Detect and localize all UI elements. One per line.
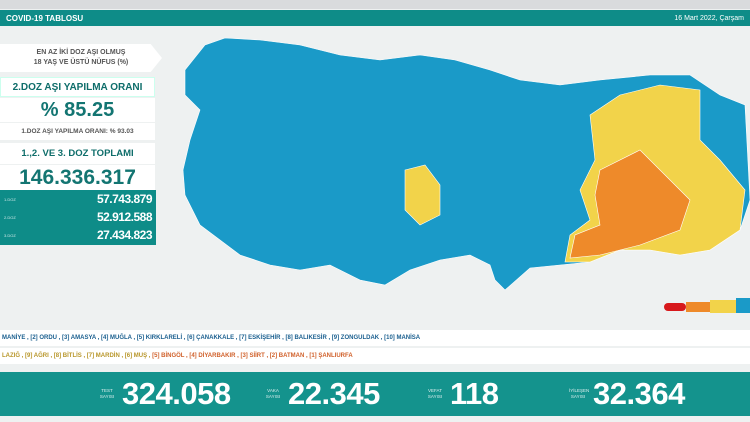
dose-label: 1.DOZ [4,196,16,202]
stat-deaths: VEFAT SAYISI 118 [426,372,499,416]
dose-value: 27.434.823 [96,228,153,242]
legend-red [664,303,686,311]
legend-blue [736,298,750,313]
dose-breakdown: 1.DOZ 57.743.879 2.DOZ 52.912.588 3.DOZ 27.… [0,190,156,245]
stat-value: 324.058 [122,376,231,411]
label-line-2: 18 YAŞ VE ÜSTÜ NÜFUS (%) [33,59,129,66]
dose2-title: 2.DOZ AŞI YAPILMA ORANI [0,77,155,97]
worst-provinces-list: LAZIĞ , [9] AĞRI , [8] BİTLİS , [7] MARD… [0,348,750,364]
legend-orange [686,302,710,312]
dose-label: 2.DOZ [4,214,16,220]
map-legend [664,298,750,313]
date-label: 16 Mart 2022, Çarşam [674,14,744,22]
stat-value: 118 [450,376,499,411]
dose1-rate: 1.DOZ AŞI YAPILMA ORANI: % 93.03 [0,123,155,140]
population-label: EN AZ İKİ DOZ AŞI OLMUŞ 18 YAŞ VE ÜSTÜ N… [0,44,162,72]
legend-yellow [710,300,736,313]
dose-row: 1.DOZ 57.743.879 [0,190,156,208]
worst-yellow-list: LAZIĞ , [9] AĞRI , [8] BİTLİS , [7] MARD… [2,353,151,359]
label-line-1: EN AZ İKİ DOZ AŞI OLMUŞ [36,49,126,56]
stat-label: VAKA SAYISI [265,388,281,399]
page-title: COVID-19 TABLOSU [6,13,84,23]
stat-value: 22.345 [288,376,380,411]
dose2-rate: % 85.25 [0,98,155,122]
stat-recovered: İYİLEŞEN SAYISI 32.364 [569,372,685,416]
dose-label: 3.DOZ [4,232,16,238]
header-bar: COVID-19 TABLOSU 16 Mart 2022, Çarşam [0,10,750,26]
dose-row: 3.DOZ 27.434.823 [0,226,156,244]
dose-value: 52.912.588 [96,210,153,224]
map-region-orange [569,149,691,259]
worst-orange-list: [5] BİNGÖL , [4] DİYARBAKIR , [3] SİİRT … [150,353,353,359]
daily-stats-bar: TEST SAYISI 324.058 VAKA SAYISI 22.345 VEF… [0,372,750,416]
stat-cases: VAKA SAYISI 22.345 [264,372,380,416]
total-doses: 146.336.317 [0,165,155,190]
stat-test: TEST SAYISI 324.058 [98,372,231,416]
total-title: 1.,2. VE 3. DOZ TOPLAMI [0,143,155,164]
dose-value: 57.743.879 [96,192,153,206]
stat-value: 32.364 [593,376,685,411]
stat-label: İYİLEŞEN SAYISI [569,388,590,399]
dose-row: 2.DOZ 52.912.588 [0,208,156,226]
stat-label: VEFAT SAYISI [427,388,443,399]
turkey-vaccination-map [182,37,750,313]
stat-label: TEST SAYISI [99,388,115,399]
top-menu-strip [0,0,750,9]
best-provinces-list: MANİYE , [2] ORDU , [3] AMASYA , [4] MUĞ… [0,330,750,346]
map-region-yellow-central [404,164,441,226]
